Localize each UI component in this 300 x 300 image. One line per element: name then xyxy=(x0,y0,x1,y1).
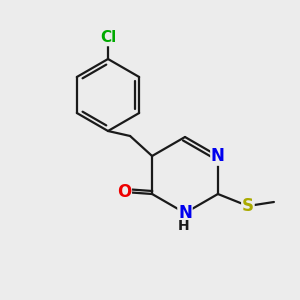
Text: O: O xyxy=(117,183,131,201)
Text: N: N xyxy=(211,147,225,165)
Text: H: H xyxy=(178,219,190,233)
Text: S: S xyxy=(242,197,254,215)
Text: N: N xyxy=(178,204,192,222)
Text: Cl: Cl xyxy=(100,31,116,46)
